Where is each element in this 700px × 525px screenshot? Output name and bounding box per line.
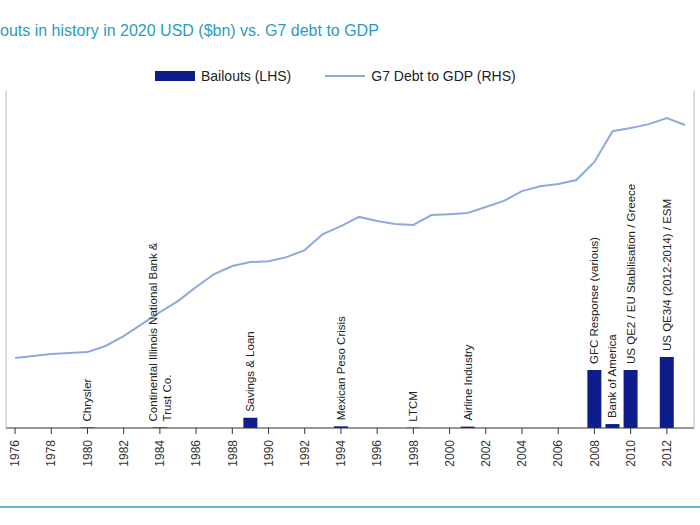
- svg-text:1988: 1988: [226, 440, 240, 467]
- svg-text:US QE3/4 (2012-2014) / ESM: US QE3/4 (2012-2014) / ESM: [661, 199, 673, 351]
- svg-text:2008: 2008: [588, 440, 602, 467]
- svg-text:1982: 1982: [117, 440, 131, 467]
- svg-text:Chrysler: Chrysler: [81, 378, 93, 421]
- svg-text:Airline Industry: Airline Industry: [462, 344, 474, 420]
- svg-text:2006: 2006: [551, 440, 565, 467]
- svg-text:1978: 1978: [44, 440, 58, 467]
- svg-text:Continental Illinois National: Continental Illinois National Bank &Trus…: [147, 242, 173, 421]
- svg-text:1976: 1976: [8, 440, 22, 467]
- html-text:outs in history in 2020 USD ($: outs in history in 2020 USD ($bn) vs. G7…: [0, 22, 379, 39]
- svg-text:2010: 2010: [624, 440, 638, 467]
- svg-text:1986: 1986: [189, 440, 203, 467]
- svg-text:2004: 2004: [515, 440, 529, 467]
- svg-text:Mexican Peso Crisis: Mexican Peso Crisis: [335, 316, 347, 420]
- svg-text:1994: 1994: [334, 440, 348, 467]
- svg-text:1996: 1996: [370, 440, 384, 467]
- svg-text:1984: 1984: [153, 440, 167, 467]
- svg-text:Bank of America: Bank of America: [606, 334, 618, 418]
- svg-text:Savings & Loan: Savings & Loan: [244, 331, 256, 412]
- html-text:Bailouts (LHS): Bailouts (LHS): [201, 68, 292, 84]
- svg-text:2000: 2000: [443, 440, 457, 467]
- svg-text:2012: 2012: [660, 440, 674, 467]
- html-text:G7 Debt to GDP (RHS): G7 Debt to GDP (RHS): [371, 68, 516, 84]
- svg-text:2002: 2002: [479, 440, 493, 467]
- svg-text:1990: 1990: [262, 440, 276, 467]
- svg-text:1980: 1980: [81, 440, 95, 467]
- svg-text:GFC Response (various): GFC Response (various): [588, 237, 600, 364]
- svg-text:1998: 1998: [407, 440, 421, 467]
- svg-text:US QE2 / EU Stabilisation / Gr: US QE2 / EU Stabilisation / Greece: [625, 184, 637, 364]
- svg-text:1992: 1992: [298, 440, 312, 467]
- svg-text:LTCM: LTCM: [407, 391, 419, 421]
